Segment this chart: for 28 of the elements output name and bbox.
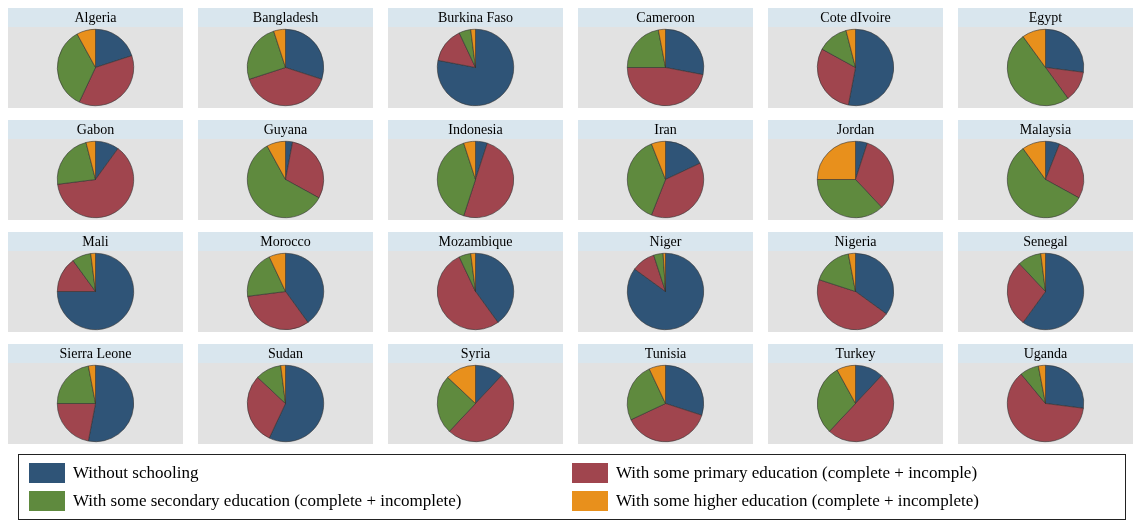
chart-title: Guyana [198, 120, 373, 139]
chart-title: Morocco [198, 232, 373, 251]
chart-title: Jordan [768, 120, 943, 139]
chart-title: Nigeria [768, 232, 943, 251]
chart-title: Malaysia [958, 120, 1133, 139]
legend-label: With some higher education (complete + incomplete) [616, 491, 979, 511]
chart-title: Senegal [958, 232, 1133, 251]
chart-title: Niger [578, 232, 753, 251]
chart-title: Iran [578, 120, 753, 139]
chart-title: Syria [388, 344, 563, 363]
chart-title: Uganda [958, 344, 1133, 363]
chart-title: Cameroon [578, 8, 753, 27]
chart-title: Tunisia [578, 344, 753, 363]
legend-label: With some secondary education (complete + incomplete) [73, 491, 462, 511]
chart-title: Bangladesh [198, 8, 373, 27]
chart-title: Gabon [8, 120, 183, 139]
chart-title: Egypt [958, 8, 1133, 27]
chart-title: Burkina Faso [388, 8, 563, 27]
chart-title: Sudan [198, 344, 373, 363]
chart-title: Turkey [768, 344, 943, 363]
chart-title: Algeria [8, 8, 183, 27]
chart-title: Sierra Leone [8, 344, 183, 363]
chart-title: Mozambique [388, 232, 563, 251]
legend-label: With some primary education (complete + incomple) [616, 463, 978, 483]
chart-title: Cote dIvoire [768, 8, 943, 27]
chart-title: Indonesia [388, 120, 563, 139]
legend-label: Without schooling [73, 463, 199, 483]
chart-title: Mali [8, 232, 183, 251]
